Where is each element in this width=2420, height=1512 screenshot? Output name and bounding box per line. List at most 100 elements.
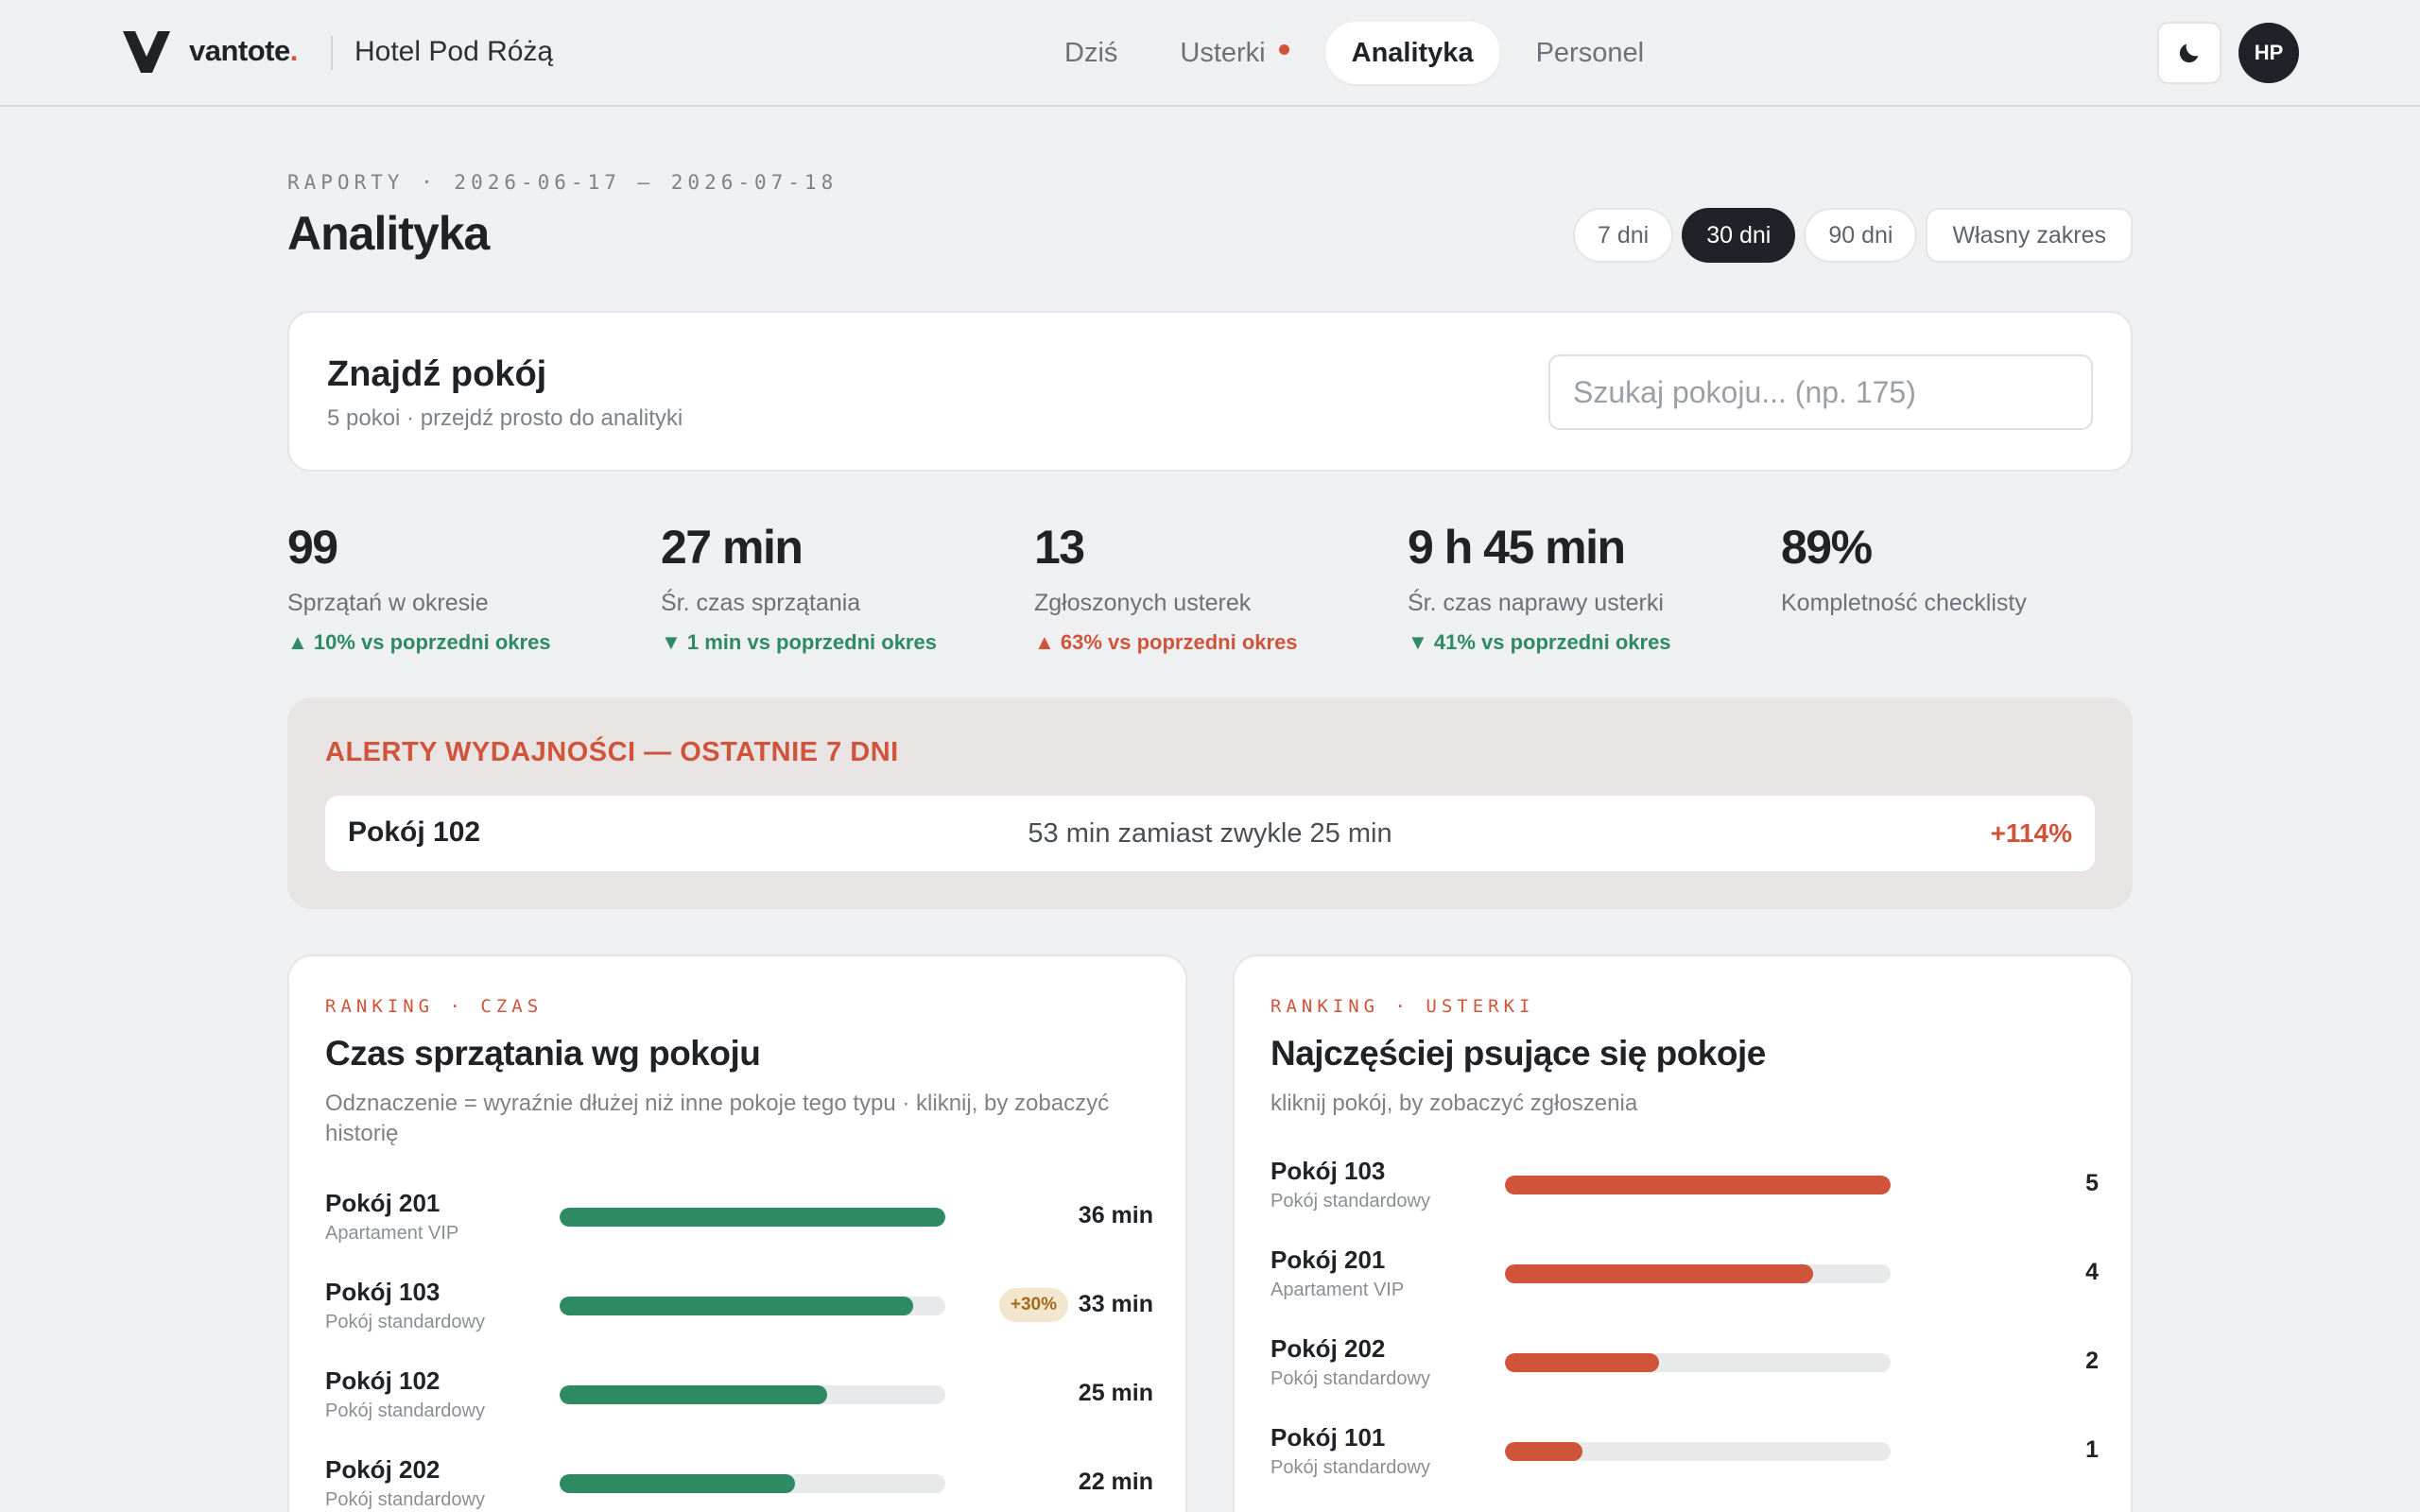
room-name: Pokój 201 [325,1189,441,1217]
ranking-eyebrow: RANKING · USTERKI [1270,996,1535,1017]
stat-checklist-completeness: 89% Kompletność checklisty [1781,520,2140,617]
row-value: 36 min [1078,1202,1153,1228]
brand-name[interactable]: vantote. [189,34,298,68]
ranking-title: Czas sprzątania wg pokoju [325,1034,761,1073]
page-title: Analityka [287,207,490,260]
alert-percentage: +114% [1990,818,2072,848]
vantote-logo-icon[interactable] [123,31,170,73]
range-7-days-button[interactable]: 7 dni [1572,208,1674,263]
nav-label: Usterki [1180,37,1266,68]
bar-track [1505,1442,1891,1461]
brand-text: vantote [189,34,290,67]
nav-item-dzis[interactable]: Dziś [1038,22,1144,84]
bar-track [560,1297,945,1315]
ranking-subtitle: Odznaczenie = wyraźnie dłużej niż inne p… [325,1091,1110,1146]
bar-fill [560,1474,796,1493]
bar-track [1505,1176,1891,1194]
nav-item-personel[interactable]: Personel [1510,22,1670,84]
stat-reported-faults: 13 Zgłoszonych usterek ▲ 63% vs poprzedn… [1034,520,1393,655]
hotel-name: Hotel Pod Różą [354,36,554,67]
brand-divider [331,36,333,70]
deviation-badge: +30% [998,1288,1068,1322]
stat-value: 9 h 45 min [1408,521,1626,574]
room-type: Pokój standardowy [325,1400,485,1421]
user-avatar[interactable]: HP [2238,23,2299,83]
ranking-row[interactable]: Pokój 103 Pokój standardowy +30% 33 min [325,1278,1153,1349]
stat-value: 89% [1781,521,1873,574]
room-type: Pokój standardowy [1270,1191,1430,1211]
stat-avg-cleaning-time: 27 min Śr. czas sprzątania ▼ 1 min vs po… [661,520,1020,655]
stat-cleanings: 99 Sprzątań w okresie ▲ 10% vs poprzedni… [287,520,647,655]
theme-toggle-button[interactable] [2157,22,2221,84]
main-nav: Dziś Usterki Analityka Personel [1038,22,1670,84]
bar-fill [1505,1176,1891,1194]
brand-dot: . [289,34,299,67]
stat-label: Śr. czas naprawy usterki [1408,590,1664,616]
stat-value: 27 min [661,521,804,574]
range-30-days-button[interactable]: 30 dni [1682,208,1796,263]
stat-value: 13 [1034,521,1085,574]
range-90-days-button[interactable]: 90 dni [1804,208,1918,263]
ranking-eyebrow: RANKING · CZAS [325,996,544,1017]
room-name: Pokój 103 [325,1278,441,1306]
row-value: 33 min [1078,1291,1153,1317]
room-type: Pokój standardowy [325,1312,485,1332]
room-name: Pokój 202 [1270,1334,1386,1363]
ranking-title: Najczęściej psujące się pokoje [1270,1034,1766,1073]
nav-item-usterki[interactable]: Usterki [1153,22,1315,84]
report-period-eyebrow: RAPORTY · 2026-06-17 – 2026-07-18 [287,171,838,194]
bar-track [560,1385,945,1404]
ranking-row[interactable]: Pokój 102 Pokój standardowy 25 min [325,1366,1153,1438]
room-name: Pokój 202 [325,1455,441,1484]
row-value: 25 min [1078,1380,1153,1406]
search-card-subtitle: 5 pokoi · przejdź prosto do analityki [327,405,683,431]
ranking-cleaning-time-card: RANKING · CZAS Czas sprzątania wg pokoju… [287,954,1187,1512]
ranking-row[interactable]: Pokój 103 Pokój standardowy 5 [1270,1157,2099,1228]
room-search-input[interactable] [1548,354,2093,430]
bar-track [1505,1353,1891,1372]
bar-track [560,1474,945,1493]
nav-label: Personel [1535,37,1645,68]
stat-delta: ▲ 63% vs poprzedni okres [1034,630,1298,654]
stat-label: Kompletność checklisty [1781,590,2027,616]
room-type: Pokój standardowy [1270,1457,1430,1478]
top-navigation-bar: vantote. Hotel Pod Różą Dziś Usterki Ana… [0,0,2420,107]
ranking-row[interactable]: Pokój 202 Pokój standardowy 22 min [325,1455,1153,1512]
ranking-row[interactable]: Pokój 202 Pokój standardowy 2 [1270,1334,2099,1406]
ranking-row[interactable]: Pokój 201 Apartament VIP 4 [1270,1246,2099,1317]
ranking-row[interactable]: Pokój 201 Apartament VIP 36 min [325,1189,1153,1261]
alert-row[interactable]: Pokój 102 53 min zamiast zwykle 25 min +… [325,796,2095,871]
bar-fill [560,1208,945,1227]
room-type: Apartament VIP [1270,1280,1405,1300]
stat-label: Śr. czas sprzątania [661,590,861,616]
room-name: Pokój 103 [1270,1157,1386,1185]
bar-fill [560,1297,913,1315]
nav-item-analityka[interactable]: Analityka [1324,22,1500,84]
nav-label: Analityka [1351,37,1474,68]
stat-label: Sprzątań w okresie [287,590,489,616]
room-name: Pokój 102 [325,1366,441,1395]
ranking-row[interactable]: Pokój 101 Pokój standardowy 1 [1270,1423,2099,1495]
custom-range-button[interactable]: Własny zakres [1926,208,2133,263]
stat-label: Zgłoszonych usterek [1034,590,1252,616]
nav-label: Dziś [1064,37,1118,68]
bar-fill [1505,1264,1814,1283]
ranking-subtitle: kliknij pokój, by zobaczyć zgłoszenia [1270,1091,1638,1116]
alert-description: 53 min zamiast zwykle 25 min [1028,818,1392,849]
row-value: 1 [2085,1436,2099,1463]
room-search-card: Znajdź pokój 5 pokoi · przejdź prosto do… [287,311,2133,472]
performance-alerts-panel: ALERTY WYDAJNOŚCI — OSTATNIE 7 DNI Pokój… [287,697,2133,909]
room-name: Pokój 201 [1270,1246,1386,1274]
alert-room: Pokój 102 [348,816,481,848]
alerts-title: ALERTY WYDAJNOŚCI — OSTATNIE 7 DNI [325,737,899,767]
stat-delta: ▲ 10% vs poprzedni okres [287,630,551,654]
ranking-faults-card: RANKING · USTERKI Najczęściej psujące si… [1233,954,2133,1512]
bar-fill [560,1385,828,1404]
bar-fill [1505,1442,1582,1461]
row-value: 2 [2085,1348,2099,1374]
room-type: Pokój standardowy [1270,1368,1430,1389]
stat-delta: ▼ 41% vs poprzedni okres [1408,630,1671,654]
date-range-selector: 7 dni 30 dni 90 dni Własny zakres [1572,208,2133,263]
stat-avg-repair-time: 9 h 45 min Śr. czas naprawy usterki ▼ 41… [1408,520,1767,655]
room-type: Pokój standardowy [325,1489,485,1510]
